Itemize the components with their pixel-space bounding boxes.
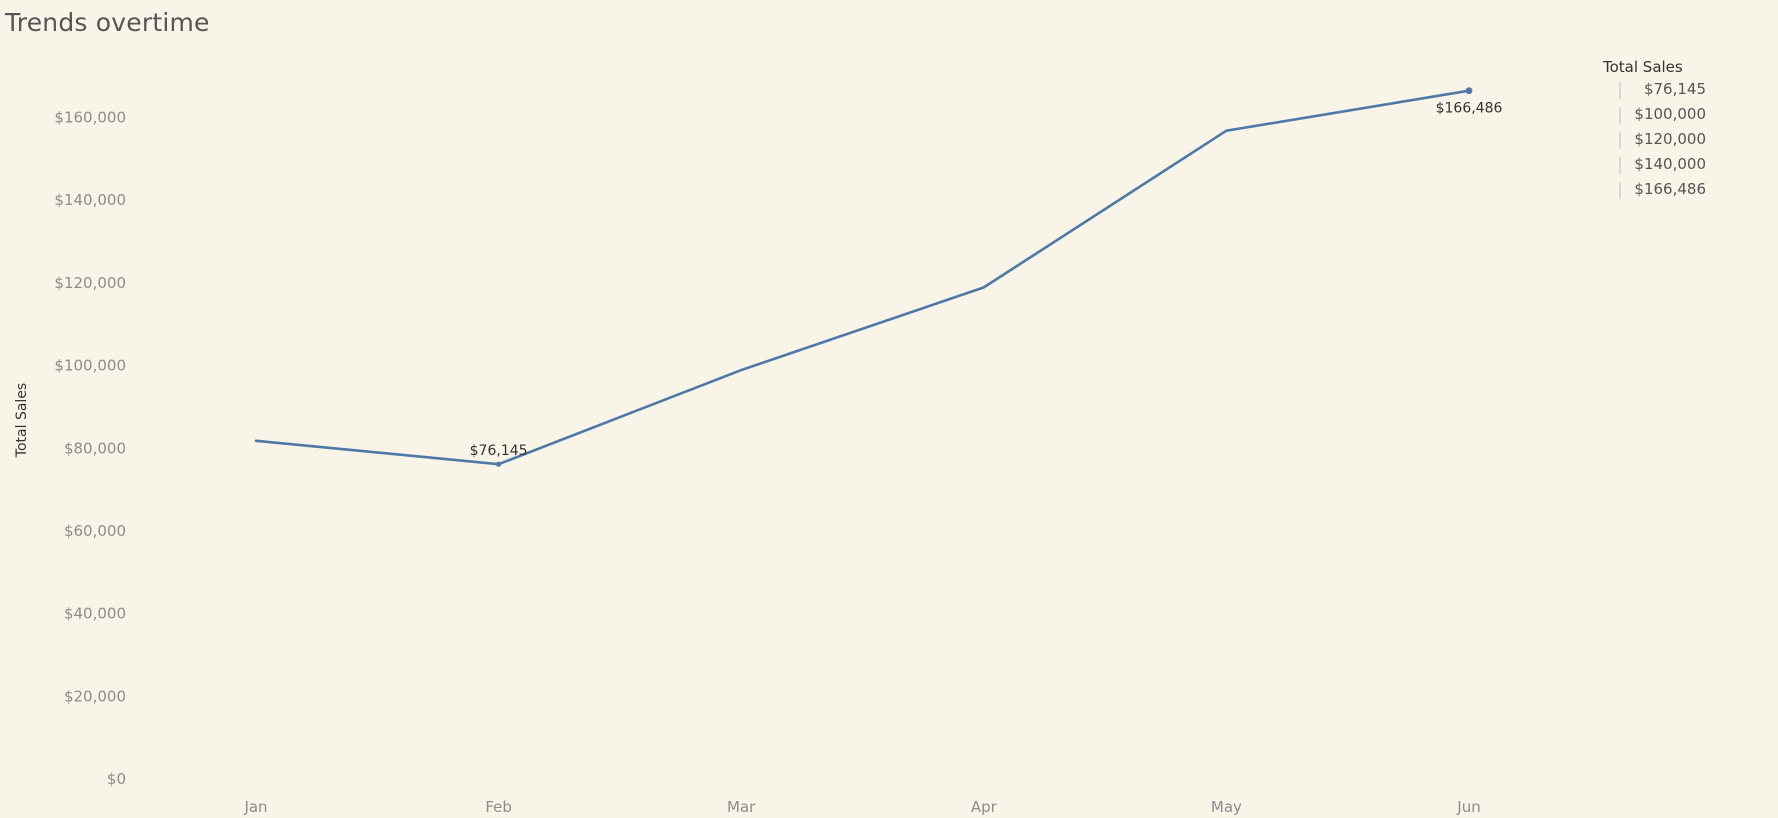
- x-axis: Jan Feb Mar Apr May Jun: [243, 798, 1480, 816]
- y-tick-label: $40,000: [64, 605, 126, 623]
- x-tick-label: Jan: [243, 798, 267, 816]
- legend-item[interactable]: $166,486: [1603, 178, 1706, 203]
- legend-item[interactable]: $120,000: [1603, 128, 1706, 153]
- y-tick-label: $160,000: [54, 109, 126, 127]
- legend-item[interactable]: $76,145: [1603, 78, 1706, 103]
- legend-item-label: $120,000: [1634, 130, 1706, 148]
- y-axis: $0 $20,000 $40,000 $60,000 $80,000 $100,000 $1…: [54, 109, 126, 789]
- y-tick-label: $100,000: [54, 357, 126, 375]
- legend: Total Sales $76,145 $100,000 $120,000 $1…: [1603, 58, 1773, 203]
- legend-item[interactable]: $100,000: [1603, 103, 1706, 128]
- x-tick-label: May: [1211, 798, 1242, 816]
- legend-swatch: [1619, 107, 1621, 124]
- y-axis-title: Total Sales: [14, 383, 30, 458]
- legend-swatch: [1619, 82, 1621, 99]
- data-label: $76,145: [470, 443, 528, 459]
- series-line[interactable]: [254, 89, 1471, 466]
- data-point[interactable]: [496, 461, 502, 467]
- plot-area: $76,145 $166,486: [254, 87, 1503, 467]
- y-tick-label: $20,000: [64, 687, 126, 705]
- y-tick-label: $140,000: [54, 191, 126, 209]
- legend-item-label: $100,000: [1634, 105, 1706, 123]
- x-tick-label: Feb: [485, 798, 512, 816]
- legend-item-label: $76,145: [1643, 80, 1706, 98]
- page-title: Trends overtime: [5, 8, 210, 37]
- y-tick-label: $80,000: [64, 439, 126, 457]
- legend-item[interactable]: $140,000: [1603, 153, 1706, 178]
- data-label: $166,486: [1436, 101, 1503, 117]
- legend-item-label: $140,000: [1634, 155, 1706, 173]
- x-tick-label: Mar: [727, 798, 756, 816]
- legend-swatch: [1619, 132, 1621, 149]
- x-tick-label: Apr: [971, 798, 998, 816]
- y-tick-label: $120,000: [54, 274, 126, 292]
- y-tick-label: $60,000: [64, 522, 126, 540]
- y-tick-label: $0: [107, 770, 126, 788]
- data-point[interactable]: [1465, 87, 1473, 95]
- x-tick-label: Jun: [1456, 798, 1480, 816]
- legend-swatch: [1619, 157, 1621, 174]
- legend-title: Total Sales: [1603, 58, 1683, 76]
- legend-item-label: $166,486: [1634, 180, 1706, 198]
- legend-swatch: [1619, 182, 1621, 199]
